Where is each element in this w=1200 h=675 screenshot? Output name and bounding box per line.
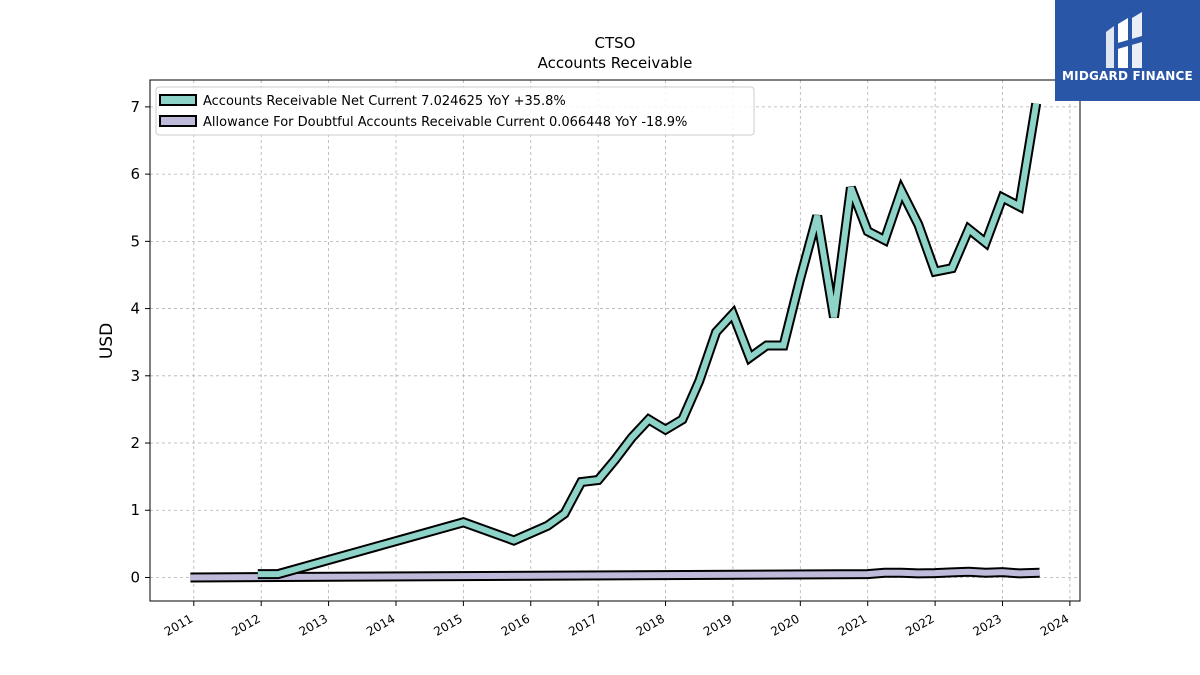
x-tick-label: 2020	[768, 611, 801, 638]
x-tick-label: 2011	[162, 611, 195, 638]
legend-label: Accounts Receivable Net Current 7.024625…	[203, 94, 566, 109]
legend: Accounts Receivable Net Current 7.024625…	[155, 86, 755, 136]
brand-logo: MIDGARD FINANCE	[1055, 0, 1200, 101]
x-tick-label: 2014	[364, 611, 397, 638]
x-tick-label: 2019	[701, 611, 734, 638]
legend-label: Allowance For Doubtful Accounts Receivab…	[203, 115, 687, 130]
x-tick-label: 2023	[971, 611, 1004, 638]
series-1-line	[190, 568, 1040, 581]
y-axis-label: USD	[97, 323, 117, 359]
y-tick-label: 5	[130, 232, 140, 250]
legend-swatch	[159, 94, 197, 106]
x-tick-label: 2018	[634, 611, 667, 638]
grid-lines	[150, 80, 1080, 601]
series-0-line	[257, 103, 1040, 578]
chart-title: CTSO	[595, 34, 636, 52]
x-tick-label: 2012	[229, 611, 262, 638]
y-tick-label: 3	[130, 367, 140, 385]
brand-name: MIDGARD FINANCE	[1062, 69, 1193, 83]
x-tick-label: 2015	[431, 611, 464, 638]
y-tick-label: 2	[130, 434, 140, 452]
y-tick-label: 0	[130, 568, 140, 586]
series-layer	[190, 102, 1042, 583]
x-tick-label: 2022	[903, 611, 936, 638]
x-tick-label: 2016	[499, 611, 532, 638]
legend-swatch	[159, 115, 197, 127]
y-tick-label: 7	[130, 98, 140, 116]
x-tick-label: 2024	[1038, 611, 1071, 638]
plot-frame	[149, 79, 1081, 602]
y-tick-label: 6	[130, 165, 140, 183]
y-axis: 0 1 2 3 4 5 6 7	[130, 98, 150, 586]
x-tick-label: 2013	[297, 611, 330, 638]
x-axis: 2011 2012 2013 2014 2015 2016 2017 2018 2019 2020…	[162, 601, 1071, 639]
midgard-logo-icon	[1106, 12, 1142, 68]
y-tick-label: 1	[130, 501, 140, 519]
legend-box	[155, 86, 755, 136]
x-tick-label: 2021	[836, 611, 869, 638]
chart-subtitle: Accounts Receivable	[538, 54, 693, 72]
x-tick-label: 2017	[566, 611, 599, 638]
y-tick-label: 4	[130, 300, 140, 318]
